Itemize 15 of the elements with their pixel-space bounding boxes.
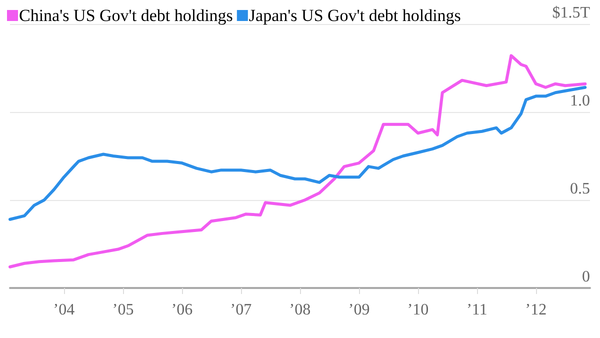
x-tick-label: ’05 — [112, 302, 134, 318]
x-tick-label: ’09 — [348, 302, 370, 318]
x-tick-label: ’06 — [171, 302, 193, 318]
legend-label: China's US Gov't debt holdings — [19, 6, 233, 25]
x-tick-label: ’04 — [53, 302, 75, 318]
y-tick-label: 0 — [582, 268, 590, 286]
y-tick-label: 1.0 — [570, 92, 590, 110]
legend-label: Japan's US Gov't debt holdings — [248, 6, 461, 25]
x-tick-label: ’08 — [289, 302, 311, 318]
x-tick-label: ’12 — [525, 302, 547, 318]
x-tick-label: ’11 — [466, 302, 488, 318]
y-tick-label: $1.5T — [552, 4, 590, 22]
x-tick-label: ’10 — [407, 302, 429, 318]
x-tick-label: ’07 — [230, 302, 252, 318]
y-tick-label: 0.5 — [570, 180, 590, 198]
